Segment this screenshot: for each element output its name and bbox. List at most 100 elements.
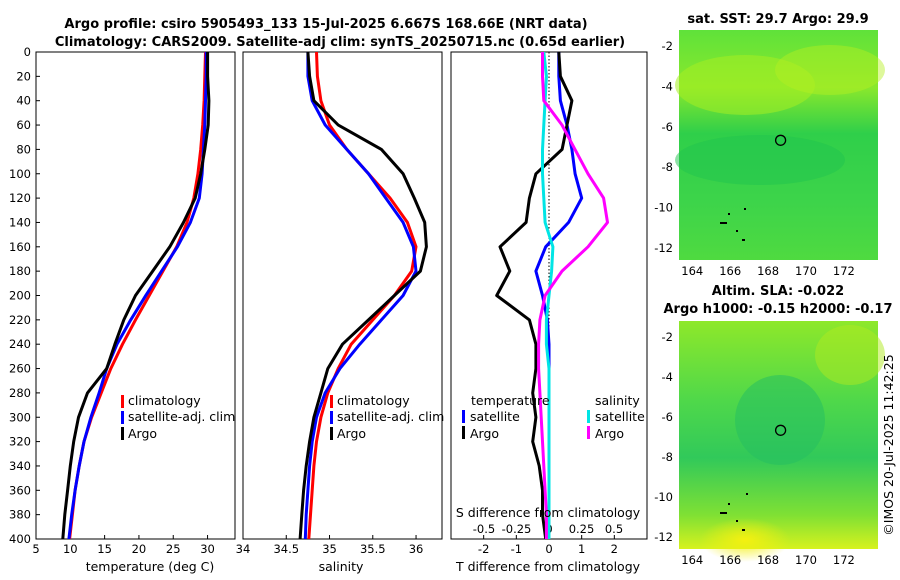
sst-warm-patch xyxy=(675,55,815,115)
figure-title-line1: Argo profile: csiro 5905493_133 15-Jul-2… xyxy=(64,17,587,32)
imos-timestamp: ©IMOS 20-Jul-2025 11:42:25 xyxy=(881,354,896,535)
sla-high-patch xyxy=(815,325,885,385)
depth-tick-label: 360 xyxy=(9,483,31,497)
temperature-tick-label: 20 xyxy=(132,542,147,556)
legend-label-t-satellite: satellite xyxy=(470,409,520,424)
sla-lat-tick-label: -6 xyxy=(662,410,673,424)
s-difference-tick-label: 0.5 xyxy=(605,522,623,536)
sla-lon-tick-label: 164 xyxy=(681,553,703,567)
legend-swatch-t-argo xyxy=(462,426,465,439)
sst-cool-patch xyxy=(675,135,845,185)
sst-lat-tick-label: -8 xyxy=(662,160,673,174)
legend-label-s-argo: Argo xyxy=(595,426,624,441)
temperature-panel: 0 20 40 60 80 100 120 140 160 180 200 220 240 260 280 3… xyxy=(9,45,236,574)
legend-label-satellite: satellite-adj. clim xyxy=(128,409,235,424)
sla-lat-tick-label: -2 xyxy=(662,330,673,344)
temperature-tick-label: 10 xyxy=(63,542,78,556)
depth-tick-label: 260 xyxy=(9,362,31,376)
s-difference-tick-label: -0.5 xyxy=(473,522,495,536)
legend-label-climatology: climatology xyxy=(337,393,410,408)
sst-map-panel: sat. SST: 29.7 Argo: 29.9 164 166 168 170 17… xyxy=(654,12,885,278)
salinity-tick-label: 36 xyxy=(409,542,424,556)
legend-swatch-satellite xyxy=(121,411,124,424)
sla-map-title-line1: Altim. SLA: -0.022 xyxy=(712,284,844,299)
salinity-tick-label: 35.5 xyxy=(360,542,386,556)
salinity-axes-frame xyxy=(242,51,443,540)
depth-tick-label: 340 xyxy=(9,459,31,473)
salinity-legend: climatology satellite-adj. clim Argo xyxy=(330,393,444,441)
sst-lat-tick-label: -4 xyxy=(662,79,673,93)
sst-lon-tick-label: 170 xyxy=(795,264,817,278)
sst-lon-tick-label: 166 xyxy=(719,264,741,278)
legend-label-s-satellite: satellite xyxy=(595,409,645,424)
island-mark xyxy=(746,493,748,495)
depth-tick-labels: 0 20 40 60 80 100 120 140 160 180 200 220 240 260 280 3… xyxy=(9,45,40,546)
island-mark xyxy=(742,239,745,241)
depth-tick-label: 320 xyxy=(9,435,31,449)
salinity-profiles xyxy=(298,52,428,539)
temperature-tick-label: 5 xyxy=(32,542,39,556)
legend-title-salinity: salinity xyxy=(595,393,640,408)
island-mark xyxy=(720,222,727,224)
salinity-tick-label: 34 xyxy=(236,542,251,556)
sst-lat-tick-label: -2 xyxy=(662,39,673,53)
depth-tick-label: 80 xyxy=(16,142,31,156)
legend-label-argo: Argo xyxy=(337,426,366,441)
sst-lon-tick-label: 164 xyxy=(681,264,703,278)
legend-swatch-s-argo xyxy=(587,426,590,439)
sst-lat-tick-label: -10 xyxy=(654,201,673,215)
legend-swatch-argo xyxy=(121,427,124,440)
s-difference-tick-label: 0.25 xyxy=(569,522,595,536)
legend-swatch-argo xyxy=(330,427,333,440)
series-line-argo xyxy=(61,52,211,539)
island-mark xyxy=(742,529,745,531)
depth-tick-label: 20 xyxy=(16,69,31,83)
salinity-tick-label: 35 xyxy=(322,542,337,556)
figure-title-line2: Climatology: CARS2009. Satellite-adj cli… xyxy=(55,35,625,50)
sla-lat-tick-label: -8 xyxy=(662,450,673,464)
depth-tick-label: 400 xyxy=(9,532,31,546)
argo-position-marker xyxy=(774,424,787,436)
sst-warm-patch xyxy=(775,45,885,95)
series-line-satellite-adj-clim xyxy=(303,52,418,539)
depth-tick-label: 280 xyxy=(9,386,31,400)
sla-lat-tick-label: -4 xyxy=(662,370,673,384)
sla-lat-tick-label: -12 xyxy=(654,530,673,544)
legend-swatch-climatology xyxy=(330,395,333,408)
t-difference-tick-label: 0 xyxy=(545,542,552,556)
depth-tick-label: 240 xyxy=(9,337,31,351)
sla-lon-tick-label: 172 xyxy=(833,553,855,567)
sst-map-title: sat. SST: 29.7 Argo: 29.9 xyxy=(687,12,868,27)
sla-lon-tick-labels: 164 166 168 170 172 xyxy=(681,553,855,567)
salinity-panel: 34 34.5 35 35.5 36 salinity climatology sate… xyxy=(236,51,444,574)
series-line-satellite-adj-clim xyxy=(67,52,208,539)
legend-swatch-t-satellite xyxy=(462,410,465,423)
depth-tick-label: 100 xyxy=(9,167,31,181)
series-line-argo xyxy=(298,52,428,539)
t-difference-tick-label: -1 xyxy=(511,542,522,556)
legend-label-argo: Argo xyxy=(128,426,157,441)
island-mark xyxy=(736,520,738,522)
depth-tick-label: 200 xyxy=(9,289,31,303)
legend-swatch-satellite xyxy=(330,411,333,424)
sla-low-patch xyxy=(735,375,825,465)
difference-profiles xyxy=(495,52,609,539)
legend-label-satellite: satellite-adj. clim xyxy=(337,409,444,424)
salinity-tick-labels: 34 34.5 35 35.5 36 xyxy=(236,535,424,556)
sst-islands xyxy=(720,208,746,241)
legend-label-t-argo: Argo xyxy=(470,426,499,441)
temperature-tick-label: 25 xyxy=(166,542,181,556)
sla-lon-tick-label: 170 xyxy=(795,553,817,567)
depth-tick-label: 180 xyxy=(9,264,31,278)
sst-lat-tick-labels: -2 -4 -6 -8 -10 -12 xyxy=(654,39,673,255)
argo-position-marker xyxy=(774,134,787,146)
salinity-tick-label: 34.5 xyxy=(273,542,299,556)
sla-peak-patch xyxy=(700,518,790,562)
island-mark xyxy=(728,213,730,215)
sla-islands xyxy=(720,493,748,531)
s-difference-xlabel: S difference from climatology xyxy=(456,505,641,520)
depth-tick-label: 0 xyxy=(24,45,31,59)
sla-map-title-line2: Argo h1000: -0.15 h2000: -0.17 xyxy=(663,302,892,317)
sla-lon-tick-label: 168 xyxy=(757,553,779,567)
